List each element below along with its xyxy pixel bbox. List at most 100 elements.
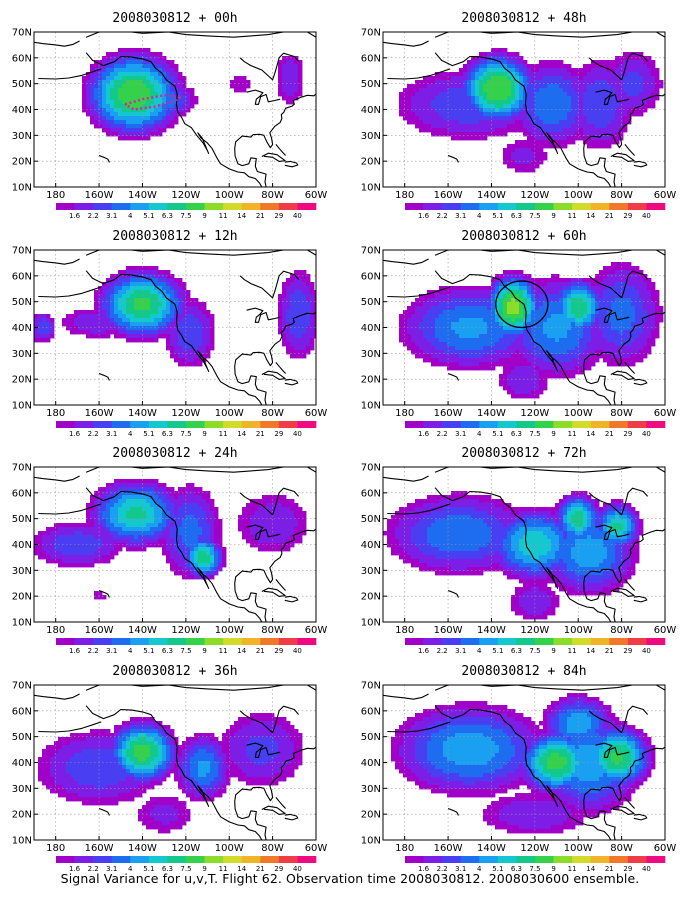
contour-cell	[158, 330, 163, 335]
contour-cell	[463, 104, 468, 109]
contour-cell	[282, 342, 287, 347]
contour-cell	[166, 278, 171, 283]
contour-cell	[106, 294, 111, 299]
contour-cell	[178, 314, 183, 319]
contour-cell	[531, 366, 536, 371]
colorbar-swatch	[553, 203, 573, 210]
colorbar-label: 6.3	[162, 212, 173, 220]
contour-cell	[611, 72, 616, 77]
contour-cell	[607, 112, 612, 117]
contour-cell	[198, 503, 203, 508]
contour-cell	[174, 92, 179, 97]
contour-cell	[302, 310, 307, 315]
contour-cell	[479, 334, 484, 339]
contour-cell	[134, 507, 139, 512]
contour-cell	[635, 350, 640, 355]
contour-cell	[507, 386, 512, 391]
contour-cell	[523, 274, 528, 279]
contour-cell	[655, 294, 660, 299]
contour-cell	[58, 531, 63, 536]
contour-cell	[162, 503, 167, 508]
contour-cell	[194, 302, 199, 307]
contour-cell	[627, 314, 632, 319]
contour-cell	[126, 84, 131, 89]
contour-cell	[471, 338, 476, 343]
contour-cell	[511, 378, 516, 383]
contour-cell	[290, 507, 295, 512]
contour-cell	[635, 92, 640, 97]
contour-cell	[531, 168, 536, 173]
contour-cell	[38, 531, 43, 536]
contour-cell	[527, 298, 532, 303]
contour-cell	[547, 72, 552, 77]
contour-cell	[455, 358, 460, 363]
contour-cell	[138, 124, 143, 129]
contour-cell	[439, 342, 444, 347]
contour-cell	[110, 68, 115, 73]
contour-cell	[134, 80, 139, 85]
contour-cell	[427, 88, 432, 93]
contour-cell	[114, 507, 119, 512]
contour-cell	[194, 523, 199, 528]
contour-cell	[162, 531, 167, 536]
contour-cell	[142, 52, 147, 57]
contour-cell	[559, 326, 564, 331]
contour-cell	[94, 330, 99, 335]
contour-cell	[599, 104, 604, 109]
contour-cell	[435, 354, 440, 359]
contour-cell	[451, 290, 456, 295]
contour-cell	[158, 92, 163, 97]
contour-cell	[611, 266, 616, 271]
contour-cell	[519, 124, 524, 129]
contour-cell	[611, 354, 616, 359]
coastline	[610, 370, 635, 380]
contour-cell	[186, 515, 191, 520]
contour-cell	[122, 523, 127, 528]
contour-cell	[499, 342, 504, 347]
contour-cell	[439, 88, 444, 93]
contour-cell	[579, 334, 584, 339]
contour-cell	[431, 306, 436, 311]
contour-cell	[627, 302, 632, 307]
contour-cell	[455, 80, 460, 85]
contour-cell	[491, 366, 496, 371]
contour-cell	[459, 310, 464, 315]
contour-cell	[603, 326, 608, 331]
contour-cell	[106, 523, 111, 528]
contour-cell	[162, 519, 167, 524]
contour-cell	[639, 334, 644, 339]
contour-cell	[503, 378, 508, 383]
contour-cell	[194, 310, 199, 315]
contour-cell	[607, 338, 612, 343]
contour-cell	[246, 515, 251, 520]
contour-cell	[655, 302, 660, 307]
contour-cell	[190, 92, 195, 97]
contour-cell	[102, 108, 107, 113]
contour-cell	[174, 495, 179, 500]
contour-cell	[619, 282, 624, 287]
contour-cell	[539, 60, 544, 65]
contour-cell	[158, 80, 163, 85]
contour-cell	[455, 322, 460, 327]
contour-cell	[102, 286, 107, 291]
contour-cell	[515, 152, 520, 157]
contour-cell	[619, 120, 624, 125]
contour-cell	[655, 92, 660, 97]
contour-cell	[591, 358, 596, 363]
contour-cell	[150, 298, 155, 303]
contour-cell	[619, 294, 624, 299]
contour-cell	[575, 112, 580, 117]
contour-cell	[78, 527, 83, 532]
contour-cell	[262, 507, 267, 512]
contour-cell	[162, 100, 167, 105]
contour-cell	[242, 507, 247, 512]
contour-cell	[146, 68, 151, 73]
coastline	[239, 52, 300, 81]
contour-cell	[499, 88, 504, 93]
contour-cell	[499, 362, 504, 367]
contour-cell	[595, 108, 600, 113]
contour-cell	[627, 278, 632, 283]
contour-cell	[310, 286, 315, 291]
contour-cell	[479, 124, 484, 129]
contour-cell	[455, 104, 460, 109]
